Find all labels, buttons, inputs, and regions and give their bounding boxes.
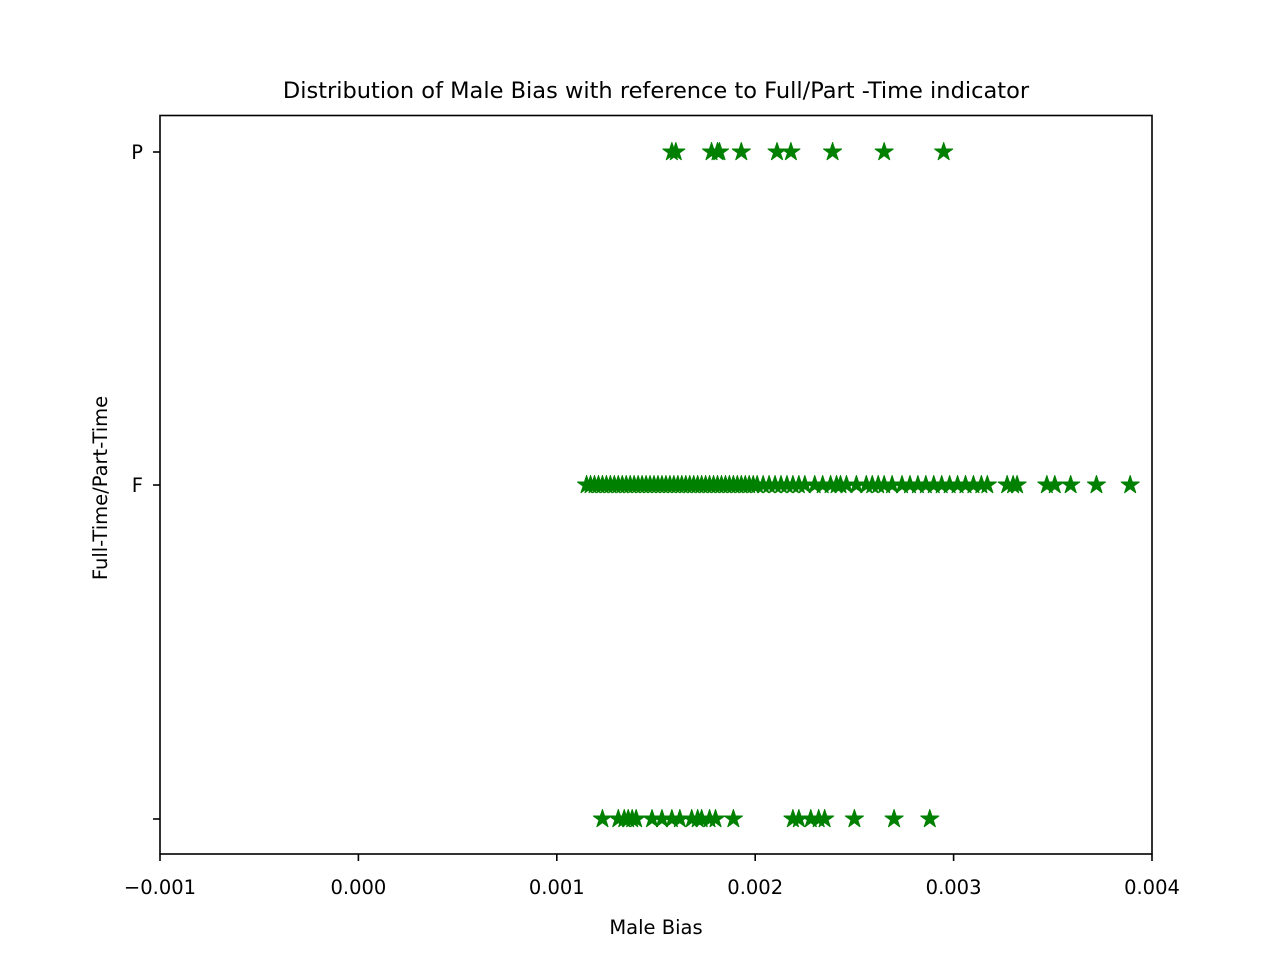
x-axis: −0.001 0.000 0.001 0.002 0.003 0.004 bbox=[124, 854, 1180, 899]
data-point bbox=[920, 809, 940, 828]
x-tick-label: −0.001 bbox=[124, 876, 196, 899]
data-point bbox=[977, 475, 997, 494]
data-point bbox=[781, 142, 801, 161]
y-tick-label: P bbox=[131, 141, 143, 164]
data-point bbox=[874, 142, 894, 161]
data-point bbox=[1007, 475, 1027, 494]
data-point bbox=[767, 142, 787, 161]
data-point bbox=[823, 142, 843, 161]
data-point bbox=[723, 809, 743, 828]
data-point bbox=[705, 809, 726, 828]
data-point bbox=[884, 809, 904, 828]
chart-title: Distribution of Male Bias with reference… bbox=[283, 78, 1030, 104]
data-point bbox=[666, 142, 686, 161]
x-axis-label: Male Bias bbox=[609, 916, 702, 939]
x-tick-label: 0.000 bbox=[330, 876, 386, 899]
data-point bbox=[1120, 475, 1140, 494]
data-point bbox=[731, 142, 751, 161]
data-points bbox=[577, 142, 1140, 828]
x-tick-label: 0.004 bbox=[1124, 876, 1180, 899]
data-point bbox=[592, 809, 612, 828]
y-axis: PF bbox=[131, 141, 160, 820]
data-point bbox=[844, 809, 864, 828]
data-point bbox=[709, 142, 730, 161]
data-point bbox=[934, 142, 954, 161]
data-point bbox=[1061, 475, 1081, 494]
data-point bbox=[1086, 475, 1106, 494]
x-tick-label: 0.003 bbox=[926, 876, 982, 899]
y-axis-label: Full-Time/Part-Time bbox=[89, 396, 112, 580]
x-tick-label: 0.001 bbox=[529, 876, 585, 899]
x-tick-label: 0.002 bbox=[727, 876, 783, 899]
data-point bbox=[815, 809, 835, 828]
y-tick-label: F bbox=[132, 474, 143, 497]
